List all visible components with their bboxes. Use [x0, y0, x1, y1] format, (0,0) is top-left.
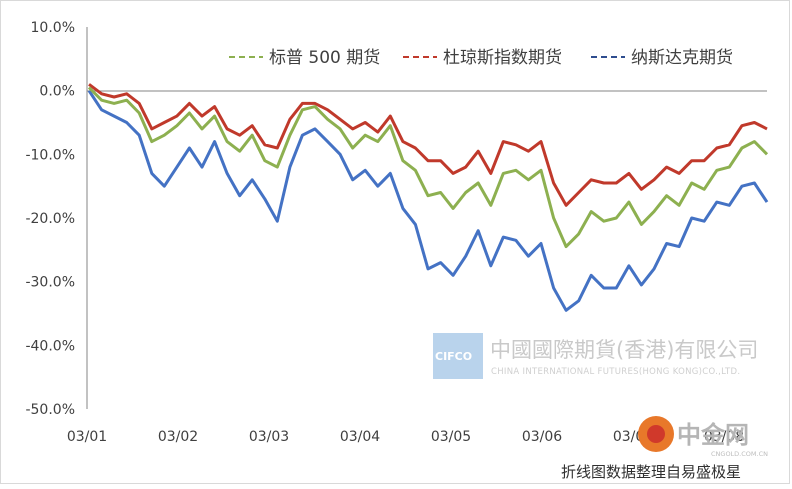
cngold-logo: 中金网 CNGOLD.COM.CN	[638, 416, 768, 458]
series-lines	[87, 83, 769, 312]
series-line-nasdaq	[87, 89, 769, 312]
y-tick-label: -20.0%	[25, 211, 75, 227]
y-tick-label: -10.0%	[25, 147, 75, 163]
legend-label-dow: 杜琼斯指数期货	[443, 48, 562, 68]
watermark-company-cn: 中國國際期貨(香港)有限公司	[490, 338, 758, 362]
legend-label-sp500: 标普 500 期货	[269, 48, 380, 68]
y-tick-label: 10.0%	[31, 20, 75, 36]
footer-source-note: 折线图数据整理自易盛极星	[561, 463, 741, 481]
logo-text-cn: 中金网	[677, 421, 749, 449]
x-tick-label: 03/06	[522, 429, 562, 445]
series-line-dow	[88, 83, 768, 207]
x-tick-label: 03/02	[158, 429, 198, 445]
y-tick-label: 0.0%	[39, 84, 75, 100]
x-tick-label: 03/05	[431, 429, 471, 445]
legend-item-nasdaq: 纳斯达克期货	[591, 48, 733, 68]
legend: 标普 500 期货 杜琼斯指数期货 纳斯达克期货	[229, 48, 733, 68]
watermark: CIFCO 中國國際期貨(香港)有限公司 CHINA INTERNATIONAL…	[433, 333, 758, 379]
legend-label-nasdaq: 纳斯达克期货	[631, 48, 733, 68]
y-tick-label: -40.0%	[25, 338, 75, 354]
watermark-box	[433, 333, 483, 379]
x-tick-label: 03/08	[704, 429, 744, 445]
series-line-sp500	[87, 86, 769, 249]
logo-coin-inner	[647, 425, 665, 443]
x-tick-label: 03/03	[249, 429, 289, 445]
legend-item-sp500: 标普 500 期货	[229, 48, 380, 68]
watermark-box-text: CIFCO	[435, 350, 472, 363]
logo-text-en: CNGOLD.COM.CN	[711, 450, 768, 458]
legend-item-dow: 杜琼斯指数期货	[403, 48, 562, 68]
x-tick-label: 03/04	[340, 429, 380, 445]
y-tick-label: -50.0%	[25, 402, 75, 418]
x-tick-label: 03/01	[67, 429, 107, 445]
y-axis-ticks: 10.0% 0.0% -10.0% -20.0% -30.0% -40.0% -50.0%	[25, 20, 75, 418]
y-tick-label: -30.0%	[25, 275, 75, 291]
watermark-company-en: CHINA INTERNATIONAL FUTURES(HONG KONG)CO…	[491, 367, 740, 377]
